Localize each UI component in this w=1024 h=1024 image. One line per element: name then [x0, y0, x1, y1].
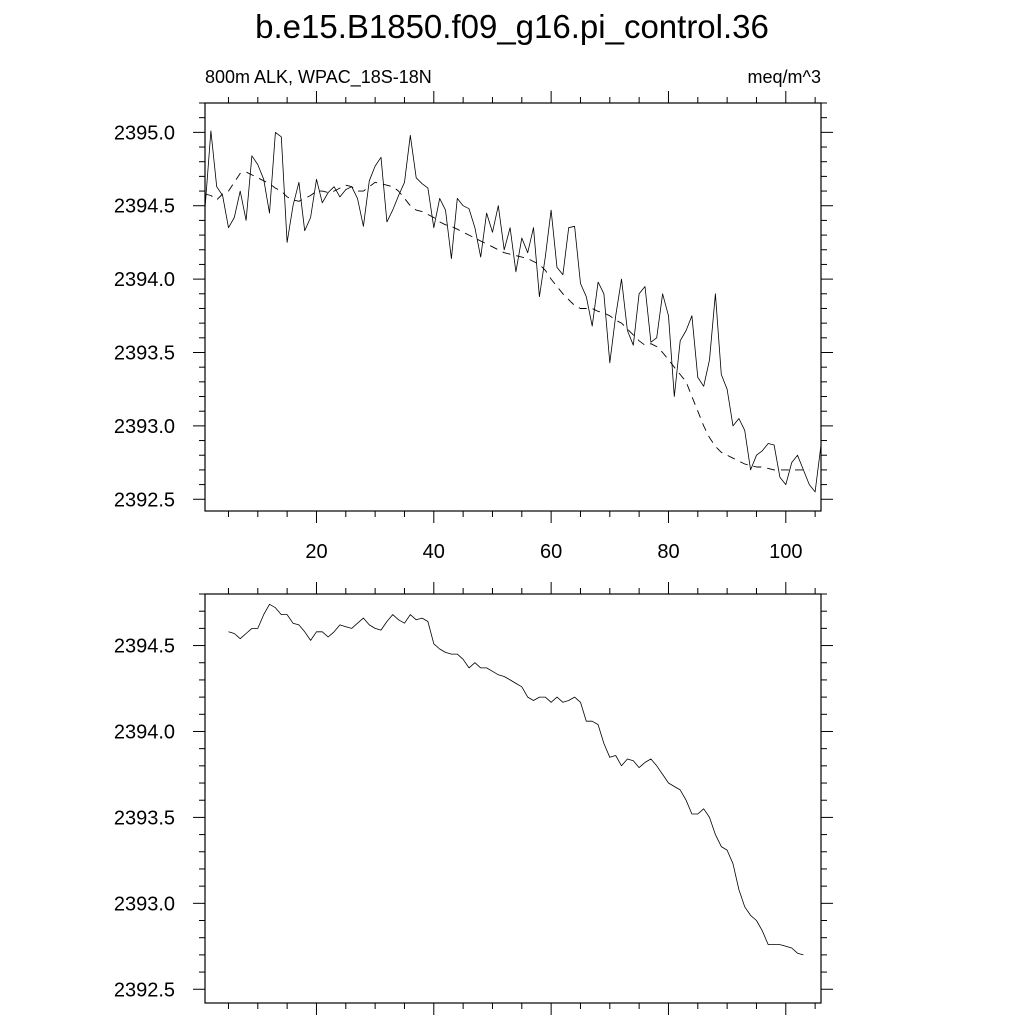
y-tick-label: 2393.5 — [114, 807, 175, 829]
y-tick-label: 2392.5 — [114, 979, 175, 1001]
figure-title: b.e15.B1850.f09_g16.pi_control.36 — [255, 8, 769, 45]
series-line — [204, 130, 822, 493]
x-tick-label: 20 — [305, 541, 327, 563]
series-line — [228, 603, 804, 956]
y-tick-label: 2394.5 — [114, 636, 175, 658]
running-mean-line — [204, 171, 810, 471]
y-tick-label: 2393.0 — [114, 416, 175, 438]
x-tick-label: 80 — [657, 541, 679, 563]
bottom-plot: 2392.5 2393.0 2393.5 2394.0 2394.5 — [114, 582, 833, 1015]
x-tick-label: 40 — [423, 541, 445, 563]
y-tick-label: 2394.5 — [114, 196, 175, 218]
top-plot: 20 40 60 80 100 2392.5 2393.0 2393.5 2394.0 2394.… — [114, 91, 833, 563]
y-tick-label: 2392.5 — [114, 489, 175, 511]
top-plot-left-label: 800m ALK, WPAC_18S-18N — [205, 67, 432, 88]
y-tick-label: 2394.0 — [114, 721, 175, 743]
y-tick-label: 2393.5 — [114, 342, 175, 364]
y-tick-label: 2395.0 — [114, 122, 175, 144]
x-tick-label: 60 — [540, 541, 562, 563]
top-plot-right-label: meq/m^3 — [748, 67, 821, 87]
plot-frame — [204, 593, 822, 1004]
y-tick-label: 2394.0 — [114, 269, 175, 291]
y-tick-label: 2393.0 — [114, 893, 175, 915]
x-tick-label: 100 — [769, 541, 802, 563]
plot-frame — [204, 102, 822, 512]
